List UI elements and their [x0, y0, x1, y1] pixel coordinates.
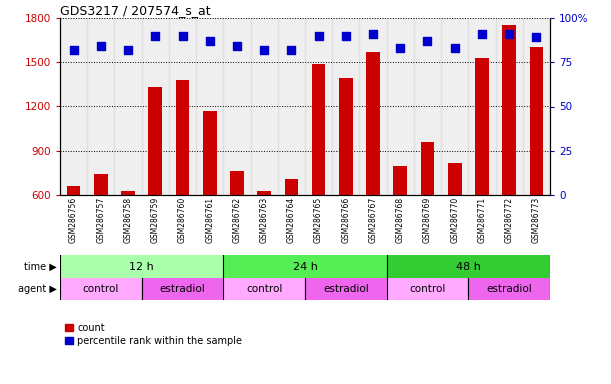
Bar [87, 18, 114, 195]
Point [259, 47, 269, 53]
Text: estradiol: estradiol [486, 284, 532, 294]
Bar [203, 111, 216, 195]
Text: control: control [409, 284, 445, 294]
Point [205, 38, 214, 44]
Bar [224, 18, 251, 195]
Bar [475, 58, 489, 195]
Text: control: control [82, 284, 119, 294]
Point [450, 45, 459, 51]
Text: 24 h: 24 h [293, 262, 318, 271]
Bar [387, 278, 469, 300]
Point [395, 45, 405, 51]
Bar [469, 278, 550, 300]
Bar [387, 18, 414, 195]
Point [96, 43, 106, 50]
Point [341, 33, 351, 39]
Bar [414, 18, 441, 195]
Text: time ▶: time ▶ [24, 262, 57, 271]
Point [504, 31, 514, 37]
Point [68, 47, 78, 53]
Bar [114, 18, 142, 195]
Text: GDS3217 / 207574_s_at: GDS3217 / 207574_s_at [60, 4, 211, 17]
Point [287, 47, 296, 53]
Bar [230, 171, 244, 195]
Text: control: control [246, 284, 282, 294]
Bar [523, 18, 550, 195]
Point [368, 31, 378, 37]
Point [150, 33, 160, 39]
Bar [305, 18, 332, 195]
Bar [366, 52, 380, 195]
Bar [393, 166, 407, 195]
Text: 12 h: 12 h [130, 262, 154, 271]
Bar [60, 278, 142, 300]
Bar [530, 48, 543, 195]
Bar [387, 255, 550, 278]
Bar [285, 179, 298, 195]
Bar [142, 278, 224, 300]
Bar [196, 18, 224, 195]
Bar [278, 18, 305, 195]
Point [313, 33, 323, 39]
Bar [251, 18, 278, 195]
Bar [142, 18, 169, 195]
Bar [224, 255, 387, 278]
Point [123, 47, 133, 53]
Bar [469, 18, 496, 195]
Bar [332, 18, 359, 195]
Point [178, 33, 188, 39]
Bar [67, 186, 81, 195]
Text: estradiol: estradiol [159, 284, 205, 294]
Text: estradiol: estradiol [323, 284, 368, 294]
Bar [502, 25, 516, 195]
Bar [339, 78, 353, 195]
Bar [94, 174, 108, 195]
Bar [60, 18, 87, 195]
Text: agent ▶: agent ▶ [18, 284, 57, 294]
Legend: count, percentile rank within the sample: count, percentile rank within the sample [65, 323, 243, 346]
Point [232, 43, 242, 50]
Bar [448, 162, 461, 195]
Bar [148, 87, 162, 195]
Bar [305, 278, 387, 300]
Bar [359, 18, 387, 195]
Point [423, 38, 433, 44]
Point [532, 35, 541, 41]
Bar [421, 142, 434, 195]
Bar [312, 64, 326, 195]
Bar [169, 18, 196, 195]
Bar [121, 190, 135, 195]
Bar [176, 80, 189, 195]
Bar [496, 18, 523, 195]
Point [477, 31, 487, 37]
Bar [257, 191, 271, 195]
Bar [60, 255, 224, 278]
Bar [224, 278, 305, 300]
Text: 48 h: 48 h [456, 262, 481, 271]
Bar [441, 18, 469, 195]
